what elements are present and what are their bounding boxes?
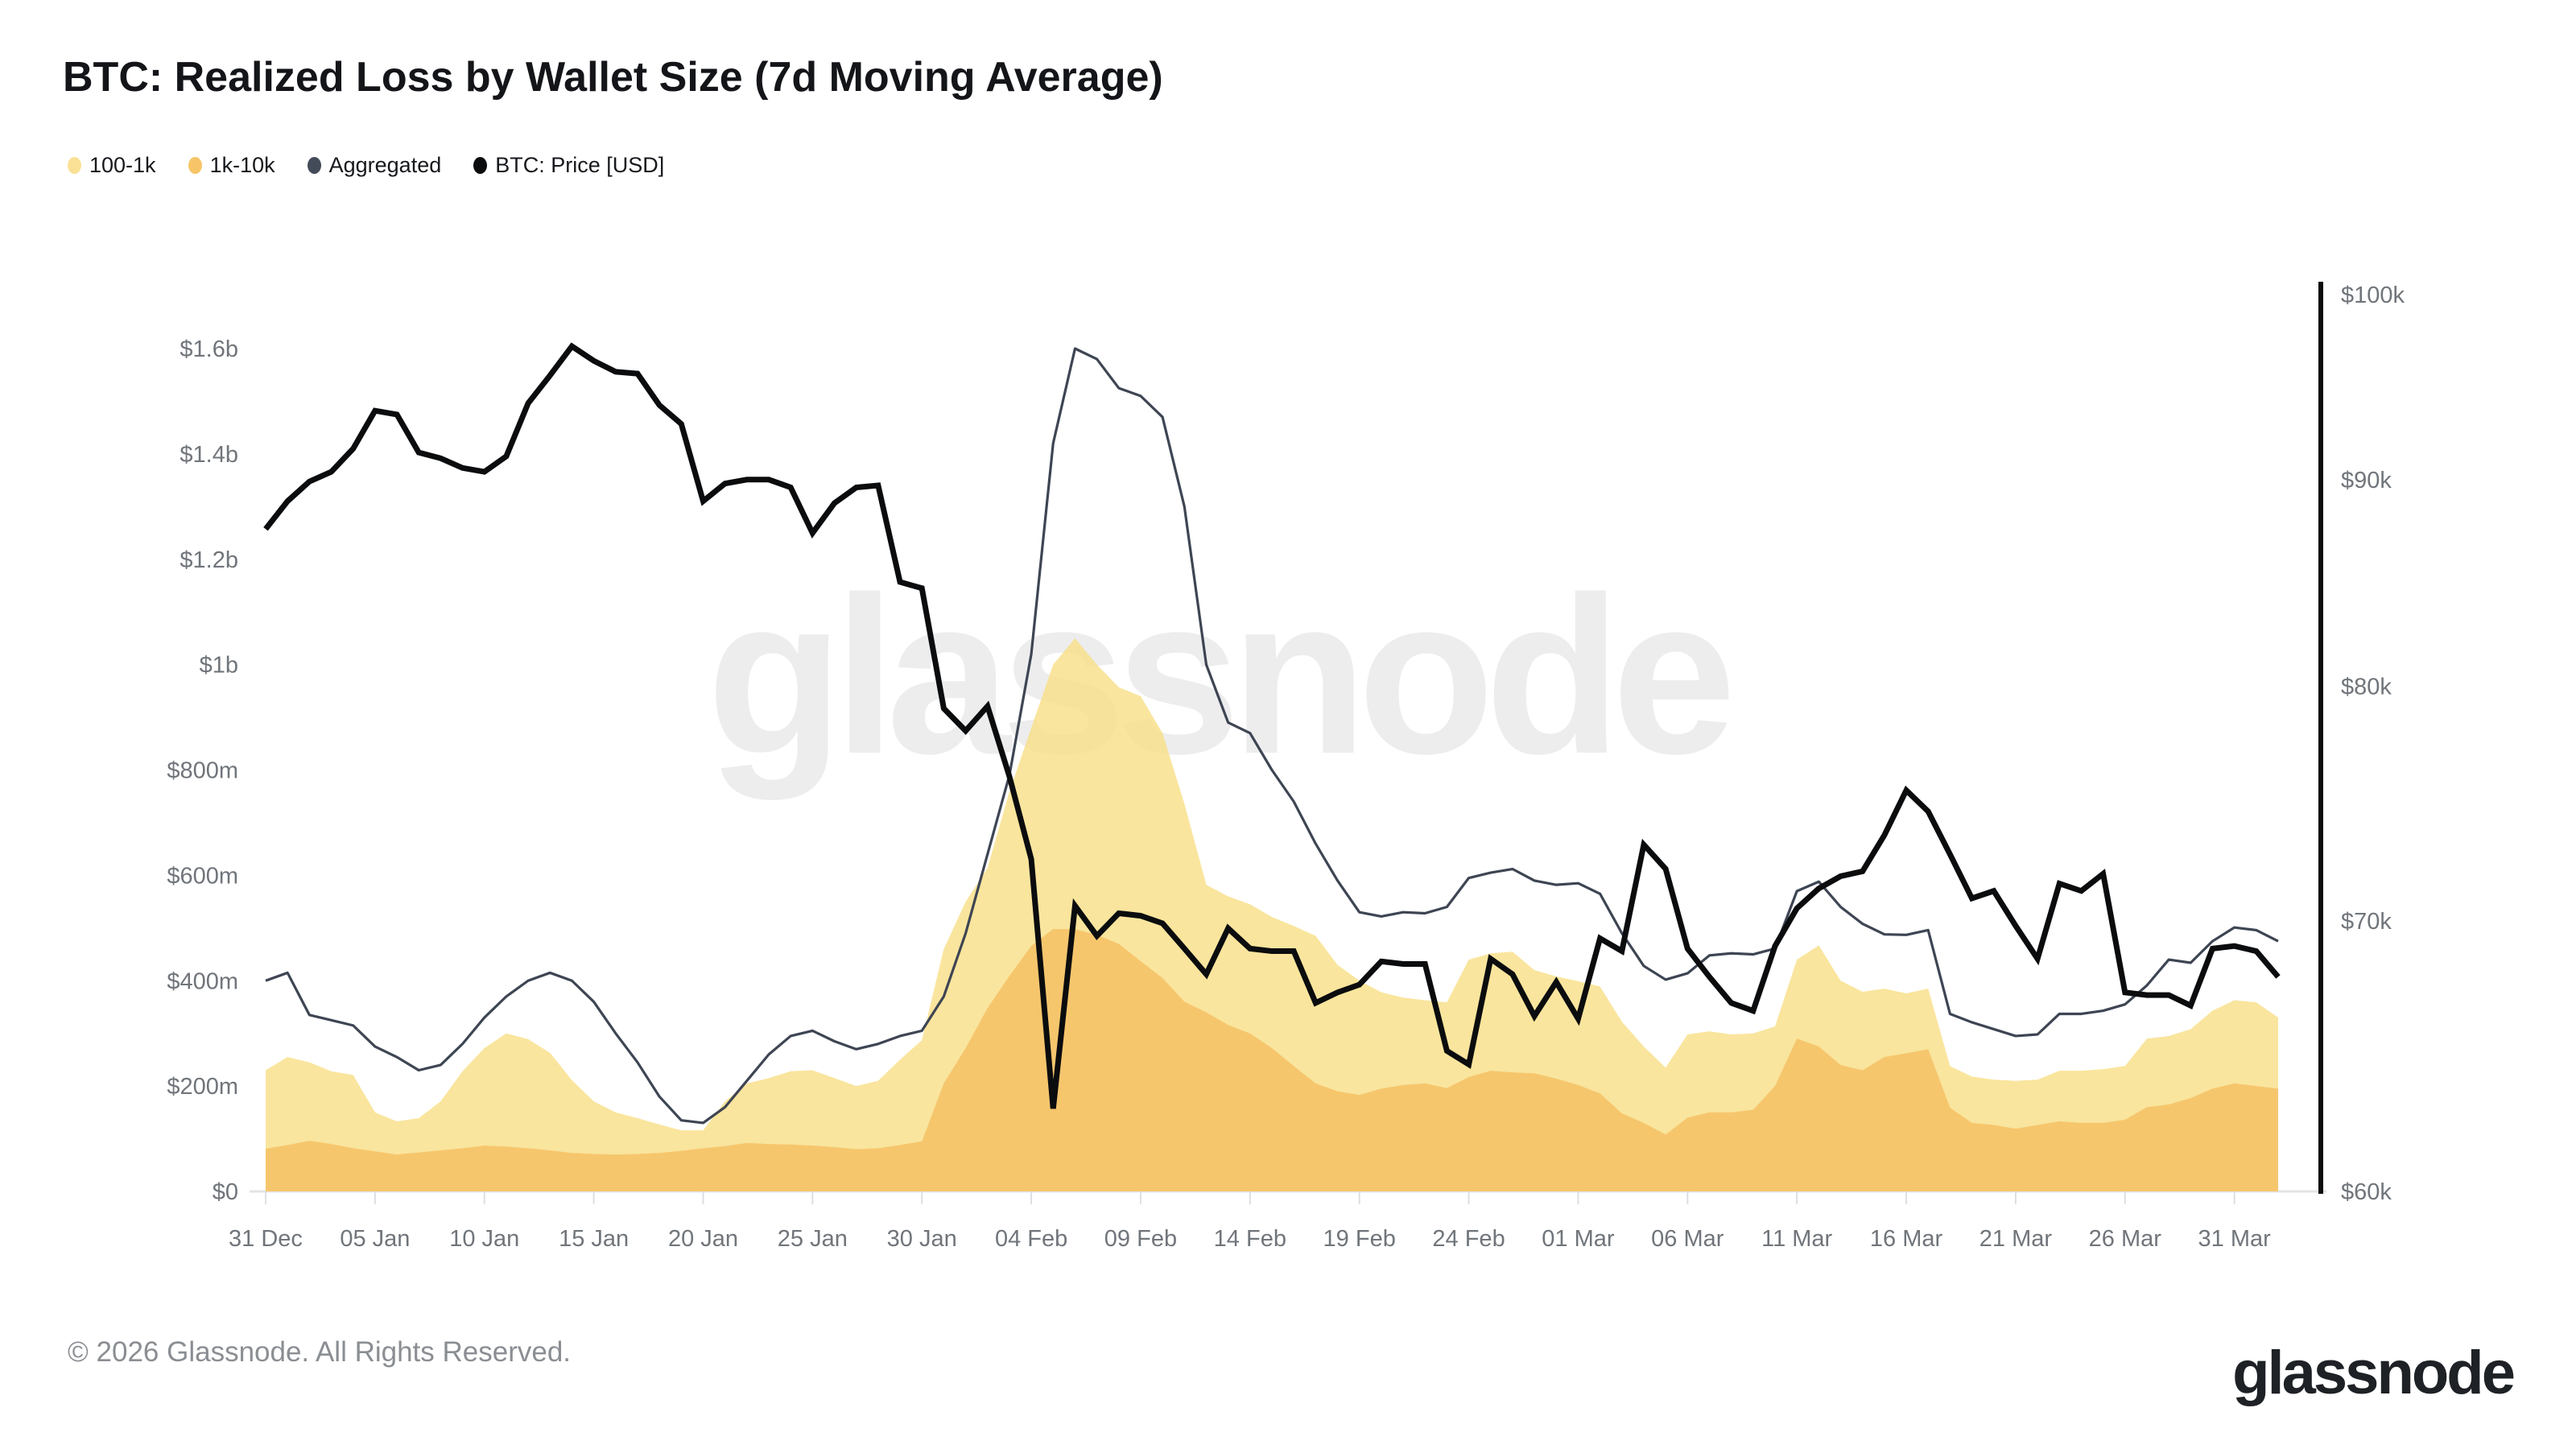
x-tick-label: 16 Mar	[1870, 1226, 1943, 1252]
legend-label: 1k-10k	[209, 153, 275, 177]
right-axis-label: $90k	[2341, 468, 2392, 493]
x-tick-label: 15 Jan	[559, 1226, 629, 1252]
x-axis: 31 Dec 05 Jan 10 Jan 15 Jan 20 Jan 25 Jan 30 J…	[229, 1191, 2271, 1252]
legend-label: BTC: Price [USD]	[495, 153, 665, 177]
chart-title: BTC: Realized Loss by Wallet Size (7d Mo…	[63, 54, 1163, 101]
left-axis-label: $200m	[167, 1074, 238, 1100]
x-tick-label: 31 Mar	[2198, 1226, 2272, 1252]
glassnode-watermark: glassnode	[707, 550, 1736, 800]
x-tick-label: 14 Feb	[1214, 1226, 1286, 1252]
area-100-1k[interactable]	[266, 638, 2278, 1191]
legend-item-aggregated[interactable]: Aggregated	[307, 153, 442, 178]
copyright-text: © 2026 Glassnode. All Rights Reserved.	[68, 1336, 572, 1368]
x-tick-label: 09 Feb	[1104, 1226, 1177, 1252]
x-tick-label: 25 Jan	[778, 1226, 848, 1252]
x-tick-label: 01 Mar	[1542, 1226, 1615, 1252]
x-tick-label: 26 Mar	[2089, 1226, 2162, 1252]
glassnode-logo: glassnode	[2232, 1339, 2516, 1407]
right-axis-label: $100k	[2341, 283, 2405, 308]
left-axis-label: $800m	[167, 758, 238, 784]
x-tick-label: 11 Mar	[1761, 1226, 1832, 1252]
legend-label: 100-1k	[89, 153, 156, 177]
left-axis-label: $1.6b	[180, 336, 238, 362]
area-1k-10k[interactable]	[266, 929, 2278, 1191]
x-tick-label: 20 Jan	[668, 1226, 738, 1252]
legend-dot-1k-10k-icon	[188, 157, 202, 174]
legend-label: Aggregated	[328, 153, 442, 177]
x-tick-label: 05 Jan	[340, 1226, 410, 1252]
x-tick-label: 31 Dec	[229, 1226, 303, 1252]
legend-dot-100-1k-icon	[68, 157, 81, 174]
left-axis-label: $400m	[167, 968, 238, 994]
legend-dot-btc-price-icon	[473, 157, 488, 174]
legend: 100-1k 1k-10k Aggregated BTC: Price [USD…	[68, 153, 664, 178]
btc-price-line[interactable]	[263, 342, 2281, 1109]
aggregated-line[interactable]	[265, 347, 2279, 1125]
left-axis-label: $1b	[200, 653, 238, 679]
right-axis-label: $80k	[2341, 675, 2392, 700]
right-axis-label: $70k	[2341, 909, 2392, 935]
x-tick-label: 19 Feb	[1323, 1226, 1396, 1252]
x-tick-label: 24 Feb	[1432, 1226, 1505, 1252]
left-axis: $0 $200m $400m $600m $800m $1b $1.2b $1.4b $1.6b	[167, 336, 238, 1205]
x-tick-label: 06 Mar	[1651, 1226, 1724, 1252]
x-tick-label: 30 Jan	[887, 1226, 957, 1252]
legend-dot-aggregated-icon	[307, 157, 321, 174]
x-tick-label: 04 Feb	[995, 1226, 1067, 1252]
legend-item-1k-10k[interactable]: 1k-10k	[188, 153, 275, 178]
left-axis-label: $1.2b	[180, 547, 238, 573]
left-axis-label: $0	[213, 1179, 238, 1205]
legend-item-btc-price[interactable]: BTC: Price [USD]	[473, 153, 664, 178]
left-axis-label: $1.4b	[180, 442, 238, 468]
left-axis-label: $600m	[167, 863, 238, 889]
right-axis: $60k $70k $80k $90k $100k	[2341, 283, 2405, 1205]
x-tick-label: 21 Mar	[1979, 1226, 2053, 1252]
x-tick-label: 10 Jan	[449, 1226, 519, 1252]
legend-item-100-1k[interactable]: 100-1k	[68, 153, 156, 178]
right-axis-label: $60k	[2341, 1179, 2392, 1205]
